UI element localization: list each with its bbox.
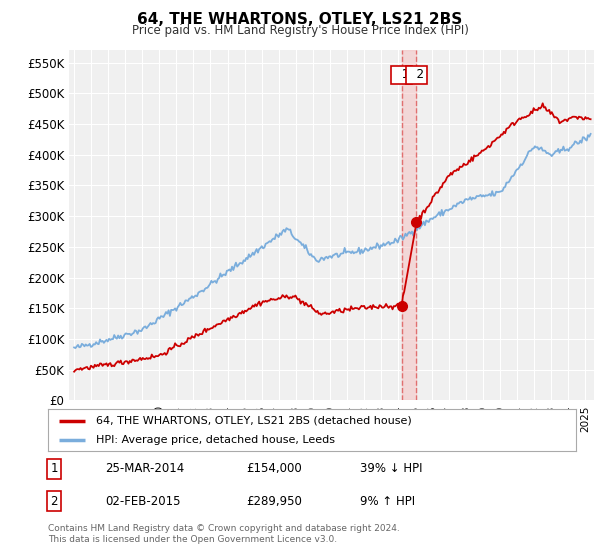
Text: Contains HM Land Registry data © Crown copyright and database right 2024.
This d: Contains HM Land Registry data © Crown c… [48, 524, 400, 544]
Text: £154,000: £154,000 [246, 462, 302, 475]
Text: 02-FEB-2015: 02-FEB-2015 [105, 494, 181, 508]
Text: 1: 1 [394, 68, 409, 81]
Text: 39% ↓ HPI: 39% ↓ HPI [360, 462, 422, 475]
Bar [402, 50, 416, 400]
Text: 64, THE WHARTONS, OTLEY, LS21 2BS: 64, THE WHARTONS, OTLEY, LS21 2BS [137, 12, 463, 27]
Text: 64, THE WHARTONS, OTLEY, LS21 2BS (detached house): 64, THE WHARTONS, OTLEY, LS21 2BS (detac… [95, 416, 411, 426]
Text: £289,950: £289,950 [246, 494, 302, 508]
Text: 2: 2 [50, 494, 58, 508]
Text: HPI: Average price, detached house, Leeds: HPI: Average price, detached house, Leed… [95, 435, 335, 445]
Text: 1: 1 [50, 462, 58, 475]
Text: 2: 2 [409, 68, 424, 81]
Text: 25-MAR-2014: 25-MAR-2014 [105, 462, 184, 475]
Text: Price paid vs. HM Land Registry's House Price Index (HPI): Price paid vs. HM Land Registry's House … [131, 24, 469, 37]
Text: 9% ↑ HPI: 9% ↑ HPI [360, 494, 415, 508]
